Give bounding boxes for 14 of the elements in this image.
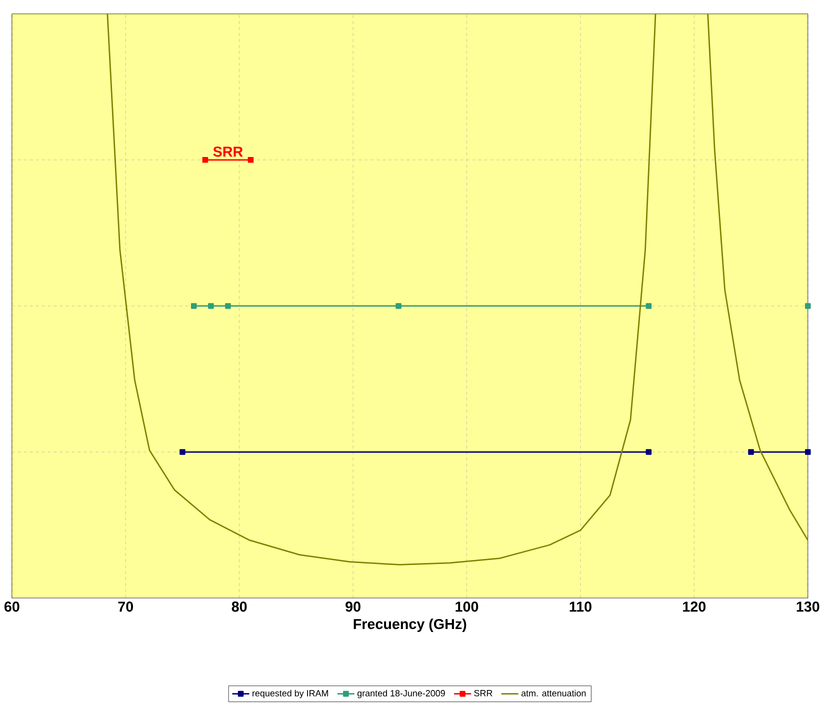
x-tick-label: 90 — [346, 602, 360, 612]
annotation: SRR — [213, 146, 243, 157]
x-axis-title: Frecuency (GHz) — [354, 618, 466, 632]
legend-label: requested by IRAM — [252, 690, 328, 698]
legend-label: granted 18-June-2009 — [357, 690, 445, 698]
x-tick-label: 100 — [456, 602, 478, 612]
x-tick-label: 60 — [4, 602, 20, 612]
legend-label: atm. attenuation — [521, 690, 586, 696]
x-tick-label: 120 — [683, 602, 706, 612]
x-tick-label: 80 — [232, 602, 247, 612]
x-tick-label: 110 — [570, 602, 592, 612]
x-tick-label: 70 — [118, 602, 134, 612]
x-tick-label: 130 — [796, 602, 820, 612]
legend-label: SRR — [474, 690, 492, 696]
